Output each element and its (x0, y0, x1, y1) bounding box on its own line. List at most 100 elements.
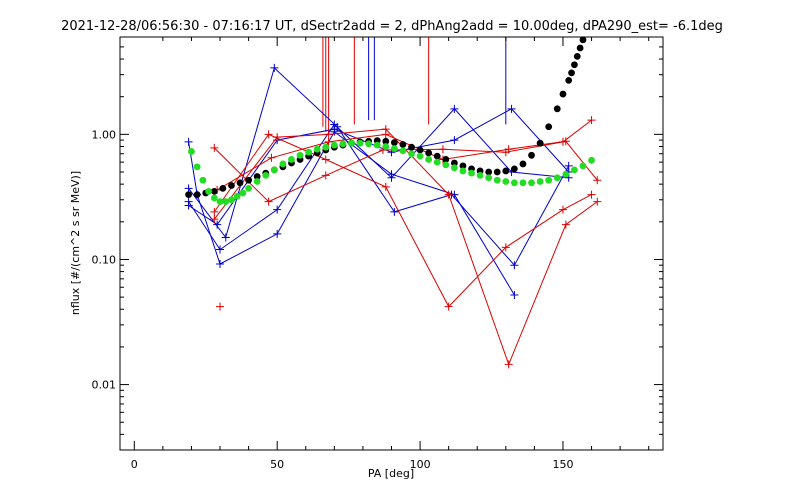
fit-point (228, 196, 235, 204)
data-point (210, 143, 219, 152)
data-point (221, 233, 230, 242)
fit-point (322, 143, 330, 151)
fit-point (519, 179, 527, 187)
plot-area (184, 36, 602, 369)
fit-point (536, 139, 544, 147)
fit-point (493, 176, 501, 184)
fit-point (330, 141, 338, 149)
fit-point (576, 44, 584, 52)
fit-point (390, 139, 398, 146)
data-point (273, 205, 282, 214)
axes-frame (119, 36, 664, 451)
fit-point (485, 174, 493, 182)
fit-point (459, 162, 467, 170)
data-point (216, 259, 225, 268)
data-series-blue (184, 63, 573, 270)
fit-point (210, 187, 218, 195)
fit-point (528, 179, 535, 187)
fit-point (199, 176, 207, 184)
data-point (507, 104, 516, 113)
data-point (184, 137, 193, 146)
data-point (510, 261, 519, 270)
data-point (438, 145, 447, 154)
fit-point (545, 123, 553, 131)
fit-point (579, 36, 587, 44)
data-point (324, 130, 333, 139)
fit-point (233, 192, 241, 200)
fit-point (205, 187, 212, 195)
x-axis: 0 50 100 150 (131, 37, 650, 471)
fit-point (193, 163, 201, 171)
series-line (213, 119, 592, 203)
x-tick-label: 100 (410, 458, 431, 471)
data-point (450, 136, 459, 145)
fit-point (382, 137, 390, 145)
fit-point (571, 166, 578, 174)
fit-point (493, 168, 501, 176)
data-point (444, 302, 453, 311)
data-point (273, 133, 282, 142)
fit-point (356, 139, 364, 147)
data-point (558, 205, 567, 214)
data-point (210, 215, 219, 224)
fit-point (442, 161, 450, 169)
fit-point (185, 191, 192, 198)
x-tick-label: 150 (552, 458, 573, 471)
fit-point (408, 143, 415, 151)
data-point (381, 130, 390, 139)
fit-point (339, 140, 347, 148)
fit-point (222, 198, 230, 206)
x-axis-label: PA [deg] (368, 467, 414, 480)
data-point (587, 116, 596, 125)
fit-point (373, 141, 381, 149)
x-tick-label: 0 (131, 458, 138, 471)
fit-point (416, 146, 424, 154)
series-line (213, 128, 598, 366)
fit-point (262, 171, 270, 179)
fit-point (425, 149, 433, 157)
y-tick-label: 0.01 (92, 379, 117, 392)
fit-point (553, 174, 561, 182)
fit-point (433, 152, 441, 160)
series-line (188, 130, 515, 296)
fit-point (245, 184, 253, 192)
fit-point (408, 150, 415, 158)
fit-point (245, 176, 253, 184)
fit-point (519, 160, 527, 168)
series-line (213, 133, 592, 308)
fit-point (253, 173, 261, 180)
series-line (188, 66, 570, 267)
data-point (184, 184, 193, 193)
data-point (510, 291, 519, 299)
fit-point (562, 170, 570, 178)
fit-point (348, 139, 355, 147)
data-series-red (210, 130, 596, 311)
fit-curve-black (185, 36, 587, 198)
fit-point (588, 156, 595, 164)
data-series-red (213, 130, 602, 194)
fit-point (510, 179, 518, 187)
fit-point (425, 156, 433, 163)
fit-point (536, 178, 544, 185)
data-point (216, 302, 225, 311)
fit-point (253, 178, 261, 185)
fit-point (399, 147, 407, 155)
fit-point (399, 141, 407, 148)
data-point (184, 201, 193, 210)
data-point (561, 137, 570, 146)
y-axis: 0.01 0.10 1.00 (92, 36, 663, 451)
y-tick-label: 0.10 (92, 253, 117, 266)
data-point (561, 220, 570, 229)
data-series-red (210, 116, 596, 206)
fit-point (476, 171, 484, 179)
data-point (593, 176, 602, 185)
data-point (444, 190, 453, 199)
fit-point (210, 194, 218, 202)
fit-point (568, 69, 575, 77)
data-point (270, 63, 279, 72)
fit-point (390, 145, 398, 152)
fit-point (528, 151, 535, 159)
fit-point (219, 184, 227, 192)
data-point (321, 171, 330, 180)
data-point (381, 182, 390, 191)
